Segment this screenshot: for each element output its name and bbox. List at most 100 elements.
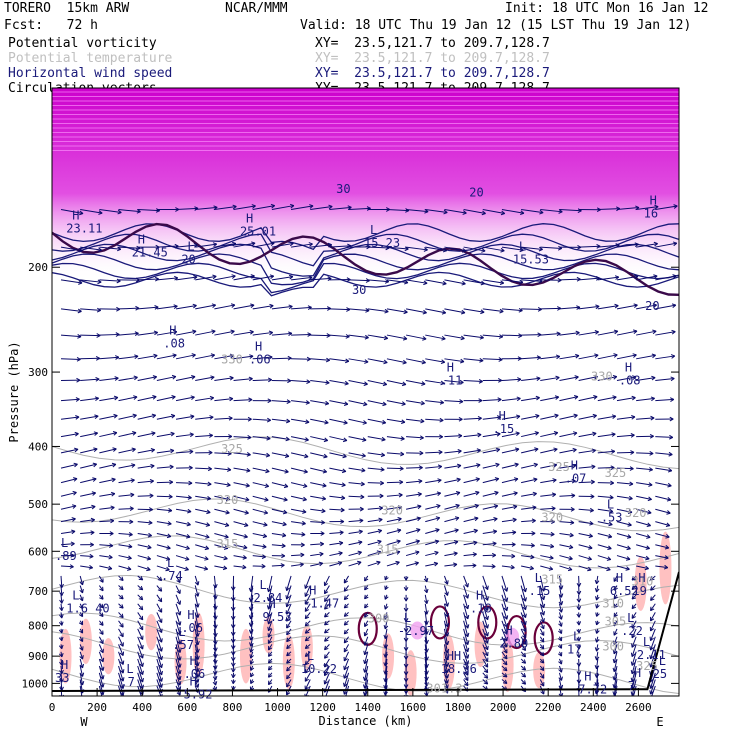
circulation-vector xyxy=(655,242,677,248)
vector-head xyxy=(575,330,580,336)
circulation-vector xyxy=(631,603,637,610)
vector-head xyxy=(99,612,104,617)
vector-head xyxy=(76,356,81,362)
vector-head xyxy=(670,376,675,382)
circulation-vector xyxy=(325,685,330,696)
vector-head xyxy=(231,679,236,685)
circulation-vector xyxy=(482,594,489,611)
circulation-vector xyxy=(156,305,178,310)
circulation-vector xyxy=(175,495,192,499)
vector-head xyxy=(138,576,144,581)
circulation-vector xyxy=(195,508,211,513)
vector-head xyxy=(491,564,496,569)
vector-head xyxy=(303,483,308,488)
circulation-vector xyxy=(424,628,428,644)
circulation-vector xyxy=(501,612,508,628)
circulation-vector xyxy=(482,585,489,601)
vector-head xyxy=(464,660,470,665)
circulation-vector xyxy=(250,644,254,653)
vector-head xyxy=(363,650,368,656)
vector-head xyxy=(609,495,614,500)
circulation-vector xyxy=(137,555,151,560)
vector-head xyxy=(384,595,389,600)
circulation-vector xyxy=(501,463,519,469)
circulation-vector xyxy=(80,448,98,454)
circulation-vector xyxy=(156,658,163,676)
vector-head xyxy=(248,376,253,382)
vector-head xyxy=(494,490,499,496)
vector-head xyxy=(667,482,672,488)
pv-extremum-value: .06 xyxy=(181,621,203,635)
vector-head xyxy=(285,610,291,615)
vector-head xyxy=(538,246,543,252)
vector-head xyxy=(503,643,508,648)
vector-head xyxy=(568,555,573,561)
circulation-vector xyxy=(636,555,650,560)
circulation-vector xyxy=(631,628,637,639)
circulation-vector xyxy=(386,308,408,313)
circulation-vector xyxy=(521,377,541,382)
circulation-vector xyxy=(329,467,347,472)
circulation-vector xyxy=(156,354,177,360)
circulation-vector xyxy=(60,672,63,683)
vector-head xyxy=(132,431,137,436)
vector-head xyxy=(379,480,385,486)
circulation-vector xyxy=(194,679,199,688)
vector-head xyxy=(138,595,144,601)
vector-head xyxy=(158,628,163,634)
circulation-vector xyxy=(367,400,387,406)
vector-head xyxy=(539,659,545,664)
vector-head xyxy=(666,510,671,515)
circulation-vector xyxy=(424,585,428,593)
circulation-vector xyxy=(175,555,190,561)
circulation-vector xyxy=(60,585,63,596)
vector-head xyxy=(665,534,670,539)
circulation-vector xyxy=(463,308,485,313)
vector-head xyxy=(344,380,349,386)
vector-head xyxy=(152,395,157,400)
circulation-vector xyxy=(343,644,350,653)
circulation-vector xyxy=(79,651,84,660)
circulation-vector xyxy=(386,209,409,212)
vector-head xyxy=(79,588,84,594)
pv-extremum-value: 10.22 xyxy=(301,662,337,676)
pv-extremum-value: 6.52 xyxy=(610,584,639,598)
circulation-vector xyxy=(386,506,403,510)
vector-head xyxy=(89,553,94,559)
circulation-vector xyxy=(250,636,254,647)
isentrope-label: 325 xyxy=(605,466,627,480)
circulation-vector xyxy=(501,594,508,611)
vector-head xyxy=(286,659,291,664)
pv-extremum-marker: H xyxy=(169,324,176,338)
vector-head xyxy=(230,303,236,308)
circulation-vector xyxy=(118,396,138,402)
vector-head xyxy=(631,604,637,610)
circulation-vector xyxy=(324,644,330,651)
circulation-vector xyxy=(291,521,306,525)
vector-head xyxy=(338,551,343,556)
circulation-vector xyxy=(367,334,388,339)
circulation-vector xyxy=(348,519,364,523)
vector-head xyxy=(420,400,425,406)
vector-head xyxy=(576,621,582,626)
circulation-vector xyxy=(291,563,304,567)
vector-head xyxy=(516,396,521,402)
vector-head xyxy=(481,248,486,253)
vector-head xyxy=(189,432,194,438)
vector-head xyxy=(382,401,387,407)
terrain-surface xyxy=(52,571,679,693)
circulation-vector xyxy=(539,672,545,679)
vector-head xyxy=(114,376,119,381)
vector-head xyxy=(192,329,197,335)
circulation-vector xyxy=(310,244,332,248)
vector-head xyxy=(268,354,273,360)
circulation-vector xyxy=(214,377,234,382)
vector-head xyxy=(610,449,616,454)
circulation-vector xyxy=(463,434,482,438)
vector-head xyxy=(318,561,324,567)
vector-head xyxy=(249,648,254,653)
circulation-vector xyxy=(60,334,82,338)
vector-head xyxy=(498,378,503,383)
vector-head xyxy=(557,644,563,649)
circulation-vector xyxy=(501,603,508,620)
